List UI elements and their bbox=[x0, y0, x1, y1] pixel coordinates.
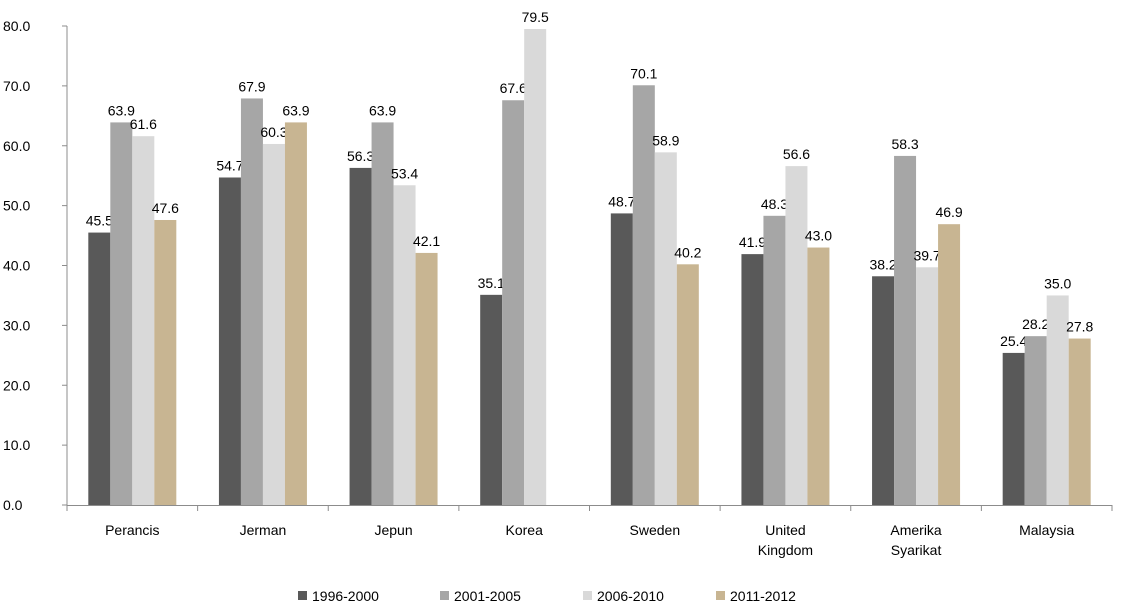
bar-1996-2000 bbox=[88, 232, 111, 505]
bar-2001-2005 bbox=[240, 98, 263, 505]
bar-2001-2005 bbox=[371, 122, 394, 506]
y-tick-label: 0.0 bbox=[3, 497, 23, 513]
data-label: 35.1 bbox=[478, 275, 505, 291]
data-label: 56.6 bbox=[783, 146, 810, 162]
legend-label: 2006-2010 bbox=[597, 588, 664, 604]
data-label: 53.4 bbox=[391, 165, 418, 181]
x-category-label: Syarikat bbox=[891, 542, 942, 558]
bar-2001-2005 bbox=[502, 100, 525, 506]
bar-2006-2010 bbox=[132, 136, 155, 506]
data-label: 25.4 bbox=[1000, 333, 1027, 349]
y-tick-label: 10.0 bbox=[3, 437, 30, 453]
bar-2011-2012 bbox=[1068, 338, 1091, 505]
bar-1996-2000 bbox=[480, 294, 503, 505]
x-category-label: Amerika bbox=[890, 522, 942, 538]
y-tick-label: 60.0 bbox=[3, 138, 30, 154]
data-label: 60.3 bbox=[260, 124, 287, 140]
bar-2006-2010 bbox=[916, 267, 939, 505]
bar-2001-2005 bbox=[632, 85, 655, 506]
bar-2011-2012 bbox=[807, 247, 830, 505]
bar-2001-2005 bbox=[110, 122, 133, 506]
legend-swatch bbox=[716, 591, 725, 600]
bar-2001-2005 bbox=[763, 215, 786, 505]
bar-2006-2010 bbox=[262, 143, 285, 506]
bar-1996-2000 bbox=[1002, 352, 1025, 505]
data-label: 39.7 bbox=[913, 247, 940, 263]
legend-swatch bbox=[298, 591, 307, 600]
data-label: 35.0 bbox=[1044, 275, 1071, 291]
x-category-label: Kingdom bbox=[758, 542, 813, 558]
bar-2011-2012 bbox=[284, 122, 307, 506]
y-tick-label: 20.0 bbox=[3, 377, 30, 393]
bar-2011-2012 bbox=[676, 264, 699, 505]
x-category-label: United bbox=[765, 522, 805, 538]
data-label: 54.7 bbox=[216, 157, 243, 173]
bar-1996-2000 bbox=[741, 254, 764, 505]
bar-1996-2000 bbox=[218, 177, 241, 505]
x-category-label: Jerman bbox=[240, 522, 287, 538]
x-category-label: Malaysia bbox=[1019, 522, 1074, 538]
data-label: 63.9 bbox=[108, 102, 135, 118]
legend-label: 2011-2012 bbox=[730, 588, 796, 604]
bar-2006-2010 bbox=[654, 152, 677, 505]
data-label: 40.2 bbox=[674, 244, 701, 260]
bar-2006-2010 bbox=[524, 28, 547, 506]
legend-swatch bbox=[440, 591, 449, 600]
data-label: 61.6 bbox=[130, 116, 157, 132]
data-label: 38.2 bbox=[869, 256, 896, 272]
data-label: 41.9 bbox=[739, 234, 766, 250]
data-label: 47.6 bbox=[152, 200, 179, 216]
data-label: 63.9 bbox=[282, 102, 309, 118]
y-tick-label: 70.0 bbox=[3, 78, 30, 94]
data-label: 48.7 bbox=[608, 193, 635, 209]
bar-2011-2012 bbox=[154, 219, 177, 505]
y-tick-label: 30.0 bbox=[3, 317, 30, 333]
data-label: 48.3 bbox=[761, 196, 788, 212]
bar-1996-2000 bbox=[610, 213, 633, 505]
data-label: 58.3 bbox=[891, 136, 918, 152]
data-label: 56.3 bbox=[347, 148, 374, 164]
bar-2011-2012 bbox=[415, 252, 438, 505]
data-label: 63.9 bbox=[369, 102, 396, 118]
legend-label: 1996-2000 bbox=[312, 588, 379, 604]
data-label: 67.9 bbox=[238, 78, 265, 94]
bar-2006-2010 bbox=[393, 185, 416, 505]
x-category-label: Sweden bbox=[630, 522, 681, 538]
legend-label: 2001-2005 bbox=[454, 588, 521, 604]
bar-2011-2012 bbox=[938, 224, 961, 505]
y-tick-label: 50.0 bbox=[3, 198, 30, 214]
data-label: 43.0 bbox=[805, 228, 832, 244]
bar-2006-2010 bbox=[1046, 295, 1069, 505]
data-label: 58.9 bbox=[652, 132, 679, 148]
x-category-label: Jepun bbox=[374, 522, 412, 538]
data-label: 45.5 bbox=[86, 213, 113, 229]
bar-2001-2005 bbox=[894, 155, 917, 505]
y-tick-label: 80.0 bbox=[3, 18, 30, 34]
x-category-label: Perancis bbox=[105, 522, 159, 538]
data-label: 67.6 bbox=[500, 80, 527, 96]
y-tick-label: 40.0 bbox=[3, 258, 30, 274]
x-category-label: Korea bbox=[506, 522, 544, 538]
bar-1996-2000 bbox=[872, 276, 895, 505]
bar-2001-2005 bbox=[1024, 336, 1047, 505]
data-label: 46.9 bbox=[935, 204, 962, 220]
data-label: 70.1 bbox=[630, 65, 657, 81]
data-label: 27.8 bbox=[1066, 319, 1093, 335]
legend-swatch bbox=[583, 591, 592, 600]
data-label: 79.5 bbox=[522, 9, 549, 25]
bar-1996-2000 bbox=[349, 167, 372, 505]
data-label: 42.1 bbox=[413, 233, 440, 249]
bar-2006-2010 bbox=[785, 166, 808, 506]
data-label: 28.2 bbox=[1022, 316, 1049, 332]
